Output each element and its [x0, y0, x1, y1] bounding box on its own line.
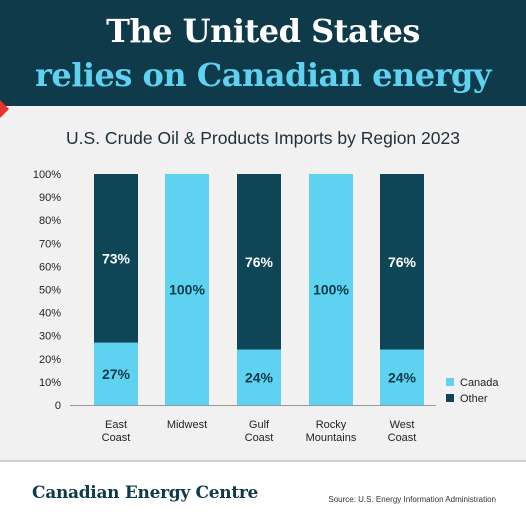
bar-canada	[309, 174, 353, 405]
bar-canada	[380, 349, 424, 405]
y-tick-label: 0	[55, 400, 61, 412]
y-tick-label: 60%	[39, 261, 61, 273]
headline-line-1: The United States	[106, 12, 420, 50]
category-label: Rocky	[316, 419, 347, 431]
stacked-bar-chart: 0 10% 20% 30% 40% 50% 60% 70% 80% 90% 100% 27% 73% Ea…	[33, 169, 500, 444]
footer	[0, 462, 526, 526]
y-tick-label: 100%	[33, 169, 61, 181]
y-tick-label: 80%	[39, 215, 61, 227]
bar-other	[237, 174, 281, 350]
bar-canada	[237, 349, 281, 405]
category-label: East	[105, 419, 127, 431]
y-tick-label: 70%	[39, 238, 61, 250]
bar-canada	[94, 342, 138, 405]
data-label: 100%	[169, 282, 205, 298]
category-label: Coast	[388, 432, 417, 444]
legend-label-other: Other	[460, 393, 488, 405]
category-label: Coast	[245, 432, 274, 444]
bar-other	[380, 174, 424, 350]
red-accent-tab	[0, 100, 9, 118]
legend-swatch-canada	[446, 378, 454, 386]
y-tick-label: 40%	[39, 308, 61, 320]
data-label: 76%	[388, 254, 417, 270]
source-note: Source: U.S. Energy Information Administ…	[328, 495, 496, 504]
bar-canada	[165, 174, 209, 405]
category-label: Gulf	[249, 419, 270, 431]
y-tick-label: 30%	[39, 331, 61, 343]
data-label: 27%	[102, 366, 131, 382]
category-label: Mountains	[306, 432, 357, 444]
y-tick-label: 10%	[39, 377, 61, 389]
y-tick-label: 20%	[39, 354, 61, 366]
data-label: 76%	[245, 254, 274, 270]
category-label: Midwest	[167, 419, 207, 431]
category-label: West	[390, 419, 415, 431]
data-label: 24%	[245, 369, 274, 385]
chart-title: U.S. Crude Oil & Products Imports by Reg…	[66, 128, 460, 148]
data-label: 100%	[313, 282, 349, 298]
y-tick-label: 50%	[39, 285, 61, 297]
brand-logo-text: Canadian Energy Centre	[32, 483, 259, 503]
headline-line-2: relies on Canadian energy	[35, 56, 491, 94]
category-label: Coast	[102, 432, 131, 444]
footer-divider	[0, 460, 526, 462]
header-banner: The United States relies on Canadian ene…	[0, 0, 526, 106]
legend-label-canada: Canada	[460, 377, 499, 389]
y-tick-label: 90%	[39, 192, 61, 204]
data-label: 24%	[388, 369, 417, 385]
bar-other	[94, 174, 138, 343]
data-label: 73%	[102, 250, 131, 266]
legend-swatch-other	[446, 394, 454, 402]
